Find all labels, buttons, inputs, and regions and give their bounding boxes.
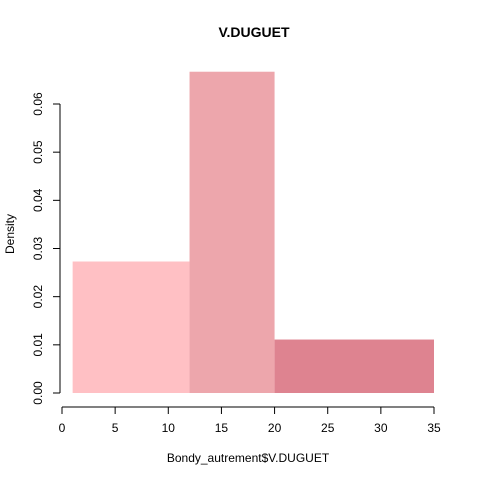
x-tick-label: 0 (59, 421, 66, 435)
histogram-bar-3 (274, 339, 434, 393)
x-tick-label: 20 (268, 421, 282, 435)
y-axis-label: Density (3, 214, 17, 254)
x-axis-label: Bondy_autrement$V.DUGUET (167, 451, 330, 465)
x-tick-label: 5 (112, 421, 119, 435)
x-axis: 0 5 10 15 20 25 30 35 (59, 406, 441, 435)
x-tick-label: 25 (321, 421, 335, 435)
x-tick-label: 15 (215, 421, 229, 435)
chart-title: V.DUGUET (218, 24, 290, 40)
x-tick-label: 35 (427, 421, 441, 435)
bars-group (72, 71, 434, 393)
histogram-bar-1 (72, 261, 190, 393)
y-tick-label: 0.01 (31, 333, 45, 357)
histogram-bar-2 (189, 71, 275, 393)
x-tick-label: 10 (162, 421, 176, 435)
y-tick-label: 0.03 (31, 236, 45, 260)
y-axis: 0.00 0.01 0.02 0.03 0.04 0.05 0.06 (31, 92, 61, 405)
y-tick-label: 0.02 (31, 285, 45, 309)
y-tick-label: 0.05 (31, 140, 45, 164)
y-tick-label: 0.04 (31, 188, 45, 212)
y-tick-label: 0.06 (31, 92, 45, 116)
y-tick-label: 0.00 (31, 381, 45, 405)
x-tick-label: 30 (374, 421, 388, 435)
